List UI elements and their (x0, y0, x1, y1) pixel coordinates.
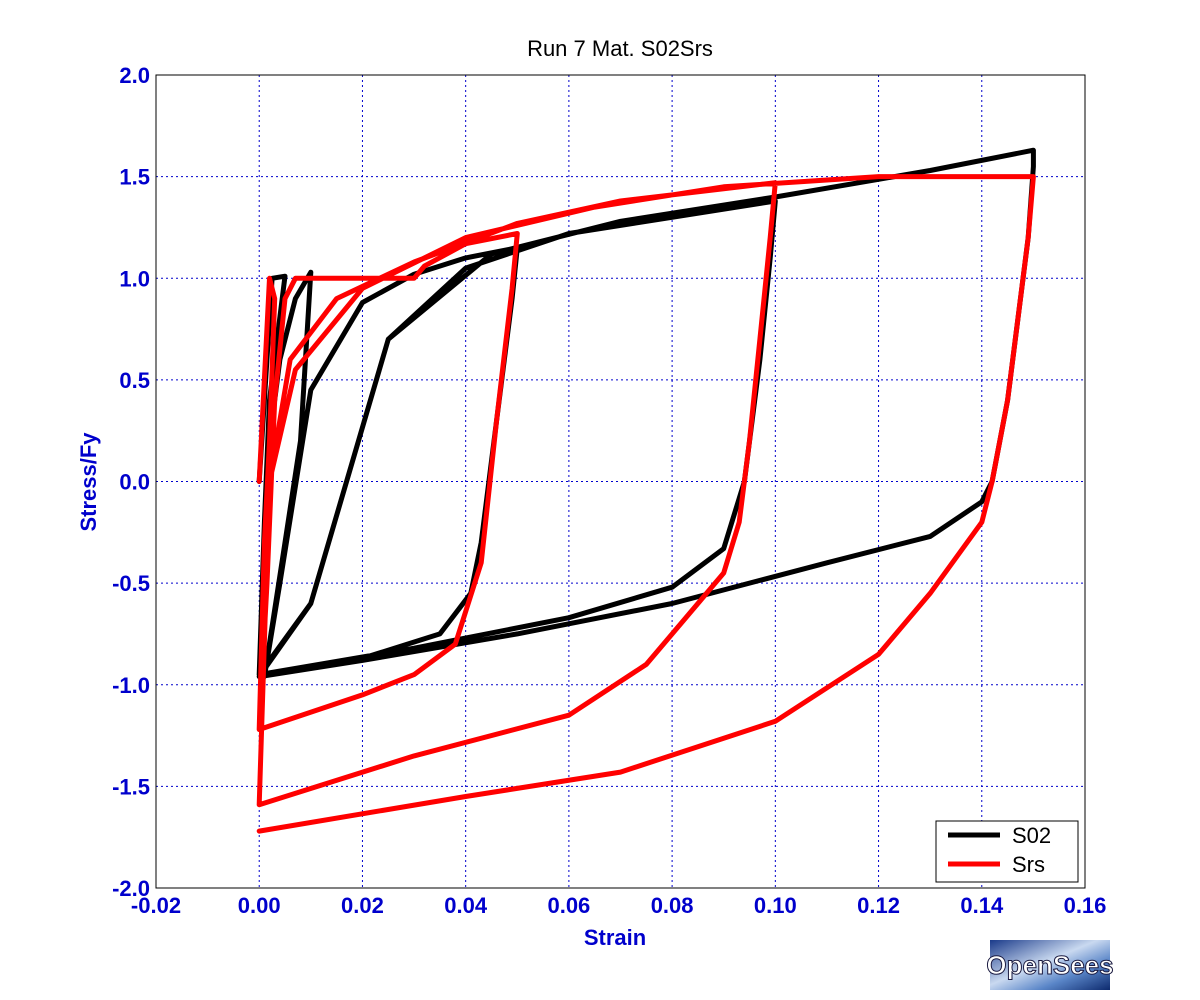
y-tick-label: 1.5 (119, 165, 150, 190)
x-tick-label: 0.12 (857, 893, 900, 918)
chart-title: Run 7 Mat. S02Srs (527, 36, 713, 61)
series-layer (256, 147, 1036, 834)
x-tick-label: 0.16 (1064, 893, 1107, 918)
y-tick-labels: -2.0 -1.5 -1.0 -0.5 0.0 0.5 1.0 1.5 2.0 (112, 63, 150, 901)
y-tick-label: 2.0 (119, 63, 150, 88)
x-tick-label: 0.10 (754, 893, 797, 918)
legend-label-s02: S02 (1012, 823, 1051, 848)
x-axis-label: Strain (584, 925, 646, 950)
plot-frame (155, 74, 1086, 889)
opensees-logo: OpenSees (986, 940, 1114, 990)
legend-label-srs: Srs (1012, 852, 1045, 877)
y-axis-label: Stress/Fy (76, 432, 101, 532)
logo-text: OpenSees (986, 950, 1113, 980)
y-tick-label: -1.0 (112, 673, 150, 698)
x-tick-label: 0.00 (238, 893, 281, 918)
x-tick-label: 0.14 (960, 893, 1004, 918)
y-tick-label: -2.0 (112, 876, 150, 901)
x-tick-label: 0.02 (341, 893, 384, 918)
y-tick-label: 1.0 (119, 266, 150, 291)
x-tick-label: 0.08 (651, 893, 694, 918)
series-line-srs (256, 174, 1036, 834)
logo-background (990, 940, 1110, 990)
y-tick-label: 0.0 (119, 470, 150, 495)
legend: S02 Srs (935, 820, 1079, 883)
x-tick-label: -0.02 (131, 893, 181, 918)
x-tick-labels: -0.02 0.00 0.02 0.04 0.06 0.08 0.10 0.12 0.14 0.1… (131, 893, 1106, 918)
x-tick-label: 0.06 (547, 893, 590, 918)
x-tick-label: 0.04 (444, 893, 488, 918)
y-tick-label: -1.5 (112, 774, 150, 799)
legend-box (935, 820, 1079, 883)
y-tick-label: 0.5 (119, 368, 150, 393)
y-tick-label: -0.5 (112, 571, 150, 596)
